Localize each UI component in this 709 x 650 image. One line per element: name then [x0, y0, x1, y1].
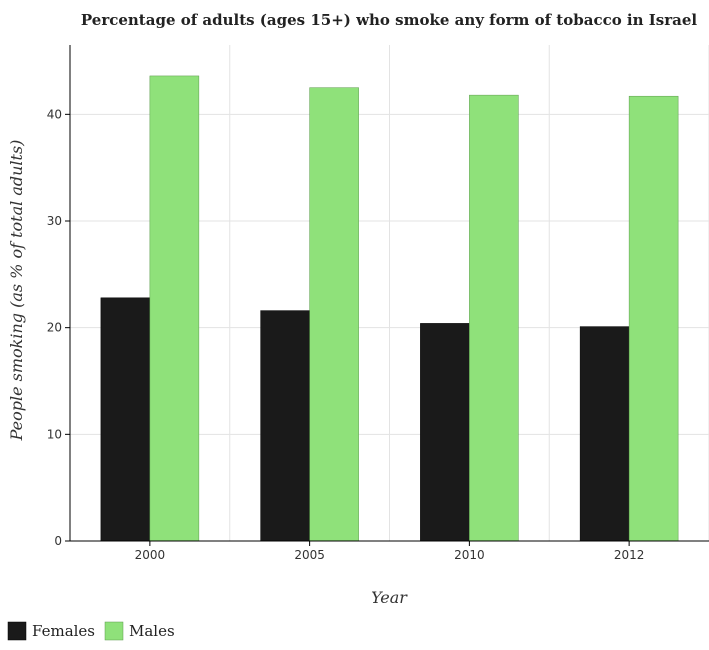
x-tick-label: 2000 [135, 548, 166, 562]
bars [100, 75, 679, 542]
legend-swatch-females [7, 621, 27, 641]
bar-females-2005 [260, 310, 310, 542]
y-tick-label: 30 [47, 214, 62, 228]
x-tick-label: 2010 [454, 548, 485, 562]
legend-swatch-males [104, 621, 124, 641]
bar-females-2000 [100, 297, 151, 542]
y-axis-label: People smoking (as % of total adults) [7, 140, 26, 442]
x-tick-label: 2005 [294, 548, 325, 562]
x-tick-label: 2012 [614, 548, 645, 562]
tick-labels: 0 10 20 30 40 2000 2005 2010 2012 [47, 107, 645, 562]
y-tick-label: 10 [47, 427, 62, 441]
bar-males-2010 [469, 94, 519, 542]
y-tick-label: 0 [54, 534, 62, 548]
legend-label-males: Males [129, 622, 175, 640]
axes [65, 45, 709, 546]
y-tick-label: 20 [47, 321, 62, 335]
legend: Females Males [7, 621, 175, 641]
y-tick-label: 40 [47, 107, 62, 121]
bar-females-2012 [579, 326, 630, 542]
x-axis-label: Year [371, 588, 408, 607]
bar-males-2012 [628, 95, 679, 542]
legend-label-females: Females [32, 622, 95, 640]
bar-females-2010 [420, 323, 470, 542]
bar-males-2005 [309, 87, 359, 542]
chart-title: Percentage of adults (ages 15+) who smok… [81, 11, 697, 29]
bar-males-2000 [149, 75, 200, 542]
